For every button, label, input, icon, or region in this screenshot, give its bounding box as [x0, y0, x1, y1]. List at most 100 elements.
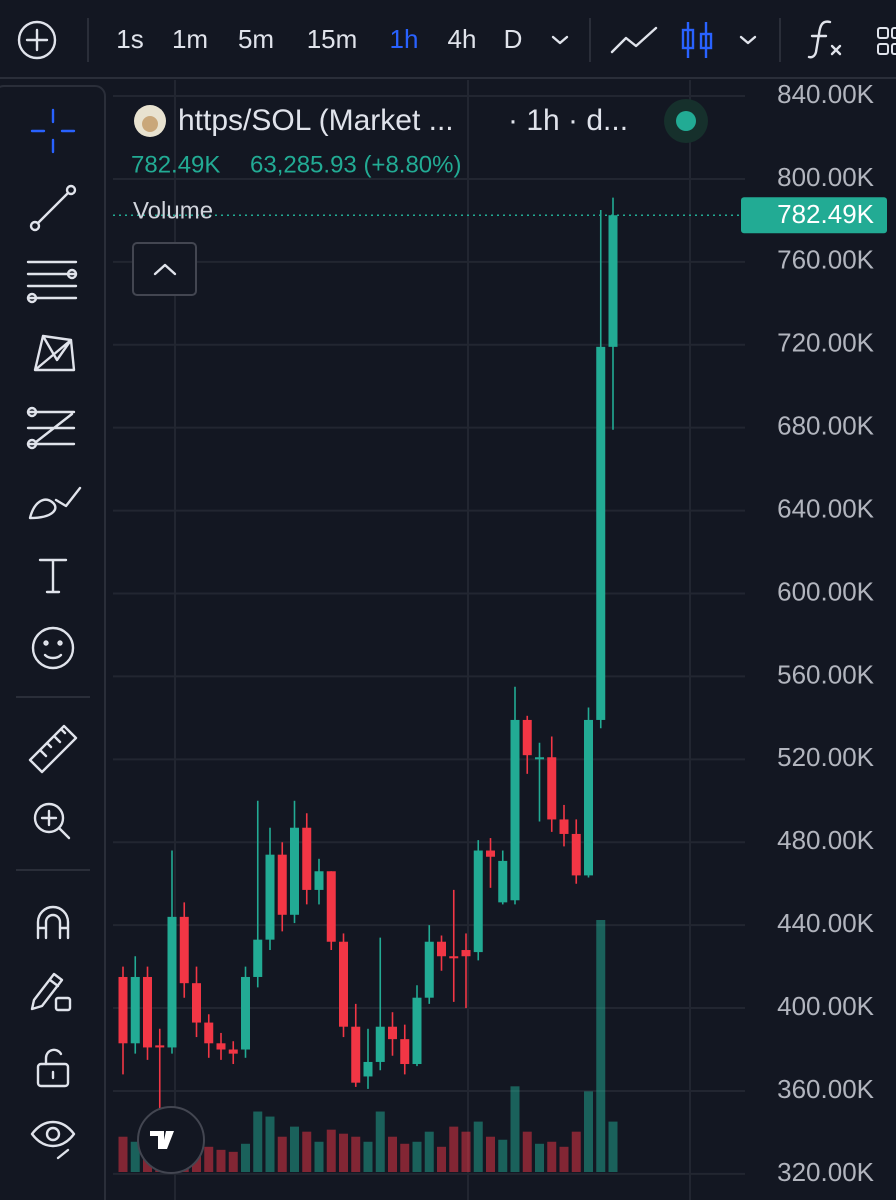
visibility-tool[interactable]: [30, 1120, 76, 1160]
indicators[interactable]: [807, 20, 842, 59]
y-tick-label: 320.00K: [777, 1157, 875, 1187]
volume-bar: [498, 1139, 508, 1172]
y-tick-label: 480.00K: [777, 825, 875, 855]
last-price-label: 782.49K: [777, 199, 875, 229]
prediction-tool[interactable]: [26, 406, 76, 450]
candle-body: [559, 819, 569, 834]
candle-body: [155, 1045, 165, 1048]
y-tick-label: 720.00K: [777, 328, 875, 358]
lock-tool[interactable]: [36, 1048, 70, 1088]
candle-body: [571, 833, 581, 876]
left-toolbar: [0, 85, 106, 1200]
interval-button[interactable]: 1h: [390, 24, 419, 54]
collapse-chevron: [153, 263, 177, 276]
volume-bar: [559, 1146, 569, 1172]
volume-bar: [375, 1111, 385, 1172]
volume-bar: [412, 1141, 422, 1172]
magnet-tool[interactable]: [36, 905, 70, 940]
volume-bar: [228, 1151, 238, 1172]
candle-body: [167, 916, 177, 1048]
volume-bar: [363, 1141, 373, 1172]
candle-body: [216, 1043, 226, 1050]
volume-bar: [351, 1136, 361, 1172]
text-tool[interactable]: [38, 558, 68, 594]
candle-body: [179, 916, 189, 984]
last-price: 782.49K: [131, 151, 220, 178]
volume-bar: [608, 1121, 618, 1172]
symbol-avatar-face: [142, 116, 158, 132]
candle-body: [143, 976, 152, 1048]
interval-button[interactable]: D: [504, 24, 523, 54]
candle-body: [498, 860, 508, 903]
y-tick-label: 840.00K: [777, 79, 875, 109]
volume-bar: [547, 1141, 557, 1172]
volume-bar: [535, 1143, 544, 1172]
lock-drawings[interactable]: [30, 972, 72, 1012]
y-tick-label: 440.00K: [777, 908, 875, 938]
candle-body: [241, 976, 250, 1050]
candle-body: [363, 1061, 373, 1077]
candle-body: [388, 1026, 397, 1040]
status-dot[interactable]: [676, 111, 696, 131]
add-symbol[interactable]: [17, 20, 57, 60]
symbol-interval: · 1h · d...: [508, 104, 628, 137]
candle-body: [253, 939, 263, 977]
candle-body: [473, 850, 483, 953]
zoom-tool[interactable]: [33, 802, 71, 840]
line-chart-icon[interactable]: [610, 26, 658, 54]
y-tick-label: 520.00K: [777, 742, 875, 772]
volume-bar: [130, 1141, 140, 1172]
candle-body: [584, 719, 593, 876]
layout-icon[interactable]: [877, 27, 896, 55]
interval-menu[interactable]: [551, 35, 569, 45]
volume-bar: [571, 1131, 581, 1172]
interval-button[interactable]: 4h: [448, 24, 477, 54]
tradingview-logo[interactable]: [137, 1106, 205, 1174]
interval-button[interactable]: 1s: [116, 24, 143, 54]
candle-chart-icon[interactable]: [681, 22, 713, 58]
candle-body: [437, 941, 446, 957]
y-tick-label: 800.00K: [777, 162, 875, 192]
interval-button[interactable]: 15m: [307, 24, 358, 54]
candle-body: [339, 941, 348, 1027]
candle-body: [412, 997, 422, 1065]
interval-button[interactable]: 5m: [238, 24, 274, 54]
interval-button[interactable]: 1m: [172, 24, 208, 54]
candle-body: [314, 871, 324, 890]
crosshair-tool[interactable]: [30, 108, 76, 154]
symbol-name[interactable]: https/SOL (Market ...: [178, 104, 454, 137]
logo-mark: [150, 1131, 174, 1149]
emoji-tool[interactable]: [31, 626, 75, 670]
y-tick-label: 360.00K: [777, 1074, 875, 1104]
candle-body: [118, 976, 128, 1044]
candle-body: [510, 719, 520, 901]
volume-bar: [118, 1136, 128, 1172]
top-toolbar: [0, 0, 896, 78]
volume-bar: [596, 920, 606, 1172]
trend-line-tool[interactable]: [29, 184, 77, 232]
volume-bar: [449, 1126, 459, 1172]
volume-bar: [216, 1149, 226, 1172]
collapse-button[interactable]: [132, 242, 197, 296]
fib-tool[interactable]: [26, 260, 78, 304]
chart-type-menu[interactable]: [739, 35, 757, 45]
candle-body: [265, 854, 275, 940]
y-tick-label: 400.00K: [777, 991, 875, 1021]
ruler-tool[interactable]: [28, 724, 78, 774]
volume-bar: [302, 1131, 312, 1172]
chart-pane: [113, 80, 745, 1200]
candle-body: [277, 854, 287, 915]
candle-body: [130, 976, 140, 1044]
volume-bar: [461, 1131, 471, 1172]
candle-body: [596, 346, 606, 720]
pattern-tool[interactable]: [33, 334, 76, 372]
volume-bar: [339, 1133, 348, 1172]
volume-bar: [241, 1143, 250, 1172]
volume-bar: [204, 1146, 214, 1172]
candle-body: [424, 941, 434, 998]
brush-tool[interactable]: [28, 486, 82, 520]
intervals: 1s 1m 5m 15m 1h 4h D: [116, 24, 522, 54]
candle-body: [486, 850, 495, 857]
